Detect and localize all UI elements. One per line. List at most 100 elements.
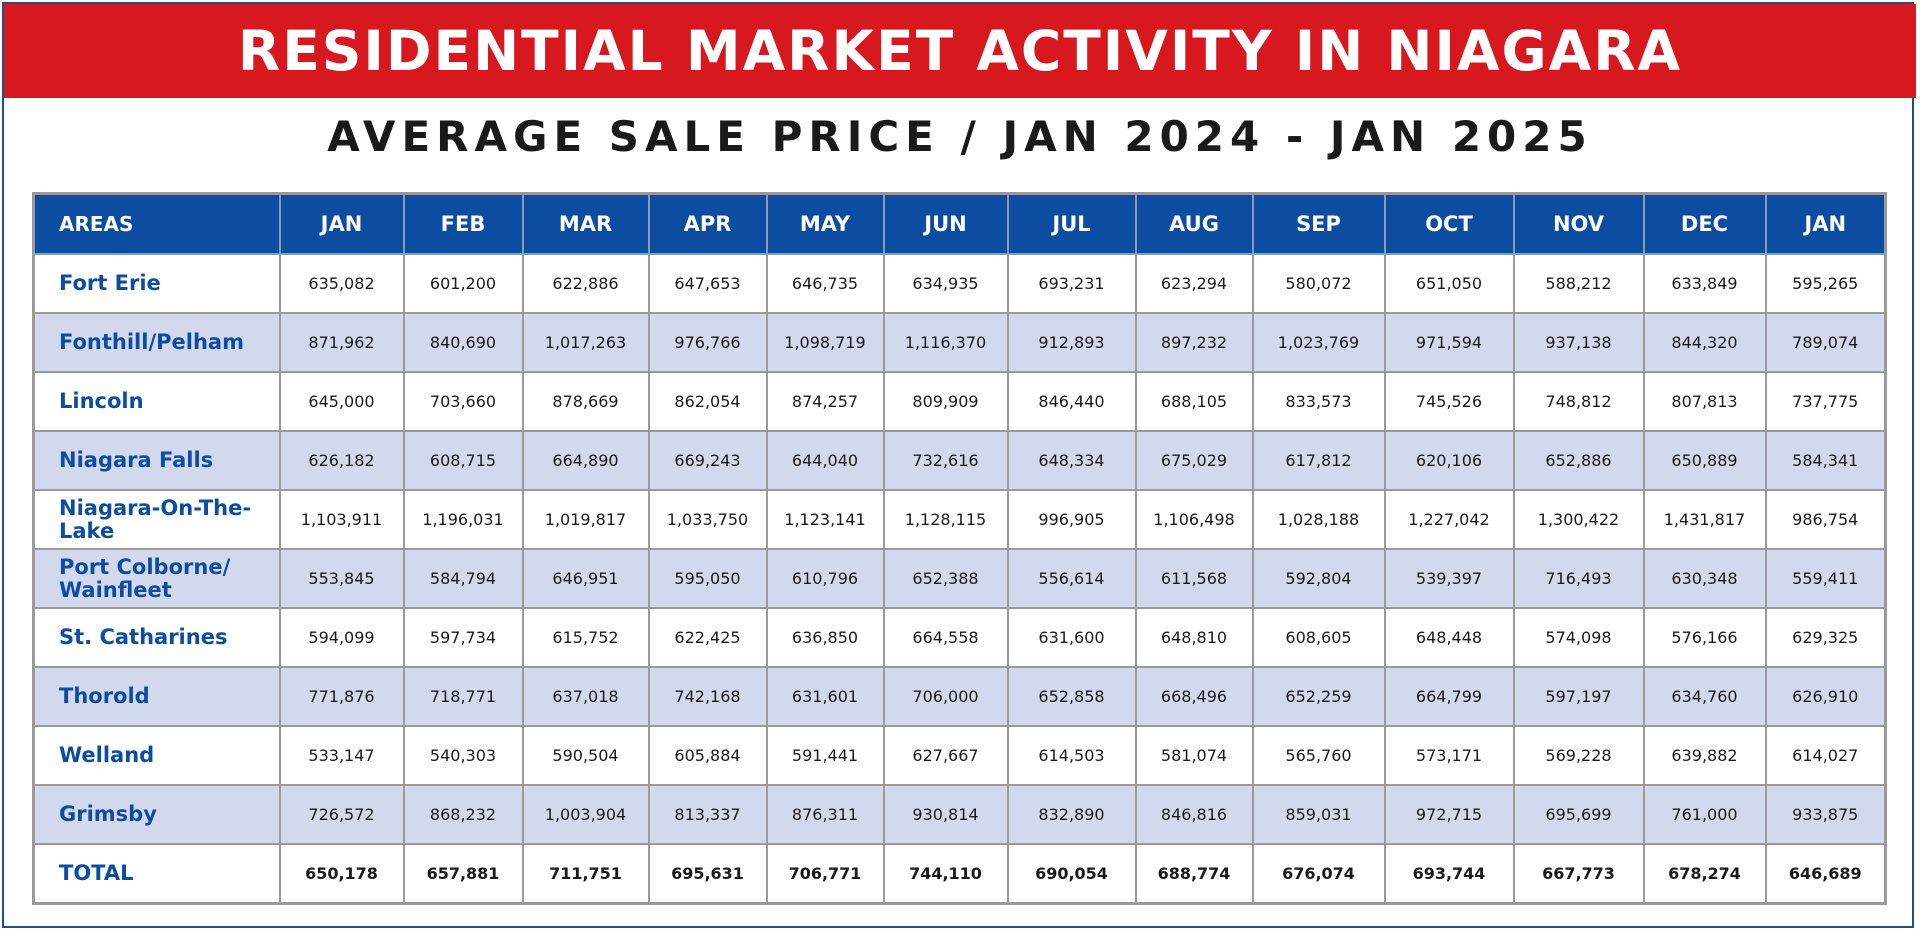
price-cell: 594,099 [278, 607, 405, 668]
price-cell: 636,850 [765, 607, 885, 668]
column-header-may-4: MAY [765, 192, 885, 255]
price-cell: 645,000 [278, 371, 405, 432]
price-cell: 748,812 [1512, 371, 1645, 432]
area-name-cell: Fonthill/Pelham [32, 312, 281, 373]
price-cell: 971,594 [1383, 312, 1515, 373]
price-cell: 584,341 [1764, 430, 1887, 491]
price-cell: 601,200 [402, 253, 524, 314]
price-cell: 726,572 [278, 784, 405, 845]
area-name-cell: Port Colborne/ Wainfleet [32, 548, 281, 609]
price-cell: 569,228 [1512, 725, 1645, 786]
price-cell: 646,735 [765, 253, 885, 314]
area-name-cell: Fort Erie [32, 253, 281, 314]
column-header-feb-1: FEB [402, 192, 524, 255]
price-cell: 574,098 [1512, 607, 1645, 668]
price-cell: 846,816 [1134, 784, 1254, 845]
price-cell: 588,212 [1512, 253, 1645, 314]
column-header-areas: AREAS [32, 192, 281, 255]
price-cell: 648,334 [1006, 430, 1137, 491]
area-name-cell: Thorold [32, 666, 281, 727]
price-cell: 706,771 [765, 843, 885, 905]
column-header-jun-5: JUN [882, 192, 1009, 255]
price-cell: 669,243 [647, 430, 768, 491]
price-cell: 668,496 [1134, 666, 1254, 727]
price-cell: 633,849 [1642, 253, 1767, 314]
price-cell: 540,303 [402, 725, 524, 786]
column-header-jan-0: JAN [278, 192, 405, 255]
price-cell: 648,810 [1134, 607, 1254, 668]
price-cell: 868,232 [402, 784, 524, 845]
table-row: Port Colborne/ Wainfleet 553,845 584,794 64… [32, 548, 1887, 609]
price-cell: 744,110 [882, 843, 1009, 905]
price-cell: 1,033,750 [647, 489, 768, 550]
price-cell: 1,300,422 [1512, 489, 1645, 550]
price-cell: 711,751 [521, 843, 650, 905]
price-cell: 789,074 [1764, 312, 1887, 373]
price-cell: 637,018 [521, 666, 650, 727]
price-cell: 1,106,498 [1134, 489, 1254, 550]
price-cell: 972,715 [1383, 784, 1515, 845]
price-cell: 844,320 [1642, 312, 1767, 373]
price-cell: 614,503 [1006, 725, 1137, 786]
price-cell: 559,411 [1764, 548, 1887, 609]
price-cell: 664,799 [1383, 666, 1515, 727]
price-cell: 840,690 [402, 312, 524, 373]
price-cell: 1,116,370 [882, 312, 1009, 373]
table-body: Fort Erie 635,082 601,200 622,886 647,653 646… [32, 253, 1887, 905]
price-cell: 676,074 [1251, 843, 1386, 905]
price-cell: 1,123,141 [765, 489, 885, 550]
price-cell: 584,794 [402, 548, 524, 609]
price-cell: 703,660 [402, 371, 524, 432]
price-cell: 695,631 [647, 843, 768, 905]
table-row: Niagara Falls 626,182 608,715 664,890 669,24… [32, 430, 1887, 491]
price-cell: 650,889 [1642, 430, 1767, 491]
price-cell: 648,448 [1383, 607, 1515, 668]
price-cell: 597,734 [402, 607, 524, 668]
price-cell: 608,715 [402, 430, 524, 491]
price-cell: 610,796 [765, 548, 885, 609]
price-cell: 652,858 [1006, 666, 1137, 727]
price-cell: 626,182 [278, 430, 405, 491]
price-cell: 976,766 [647, 312, 768, 373]
price-cell: 859,031 [1251, 784, 1386, 845]
price-cell: 634,760 [1642, 666, 1767, 727]
price-cell: 620,106 [1383, 430, 1515, 491]
table-row: Lincoln 645,000 703,660 878,669 862,054 874,2… [32, 371, 1887, 432]
table-row: Fort Erie 635,082 601,200 622,886 647,653 646… [32, 253, 1887, 314]
price-cell: 742,168 [647, 666, 768, 727]
price-cell: 912,893 [1006, 312, 1137, 373]
price-cell: 688,774 [1134, 843, 1254, 905]
price-cell: 553,845 [278, 548, 405, 609]
table-row: Niagara-On-The-Lake 1,103,911 1,196,031 1,0… [32, 489, 1887, 550]
table-subtitle: AVERAGE SALE PRICE / JAN 2024 - JAN 2025 [327, 112, 1593, 161]
area-name-cell: Grimsby [32, 784, 281, 845]
price-cell: 737,775 [1764, 371, 1887, 432]
area-name-cell: Niagara-On-The-Lake [32, 489, 281, 550]
price-cell: 716,493 [1512, 548, 1645, 609]
area-name-cell: Welland [32, 725, 281, 786]
price-cell: 631,601 [765, 666, 885, 727]
price-cell: 1,003,904 [521, 784, 650, 845]
price-cell: 675,029 [1134, 430, 1254, 491]
price-cell: 615,752 [521, 607, 650, 668]
price-cell: 986,754 [1764, 489, 1887, 550]
price-cell: 652,886 [1512, 430, 1645, 491]
price-cell: 592,804 [1251, 548, 1386, 609]
price-cell: 565,760 [1251, 725, 1386, 786]
column-header-nov-10: NOV [1512, 192, 1645, 255]
price-cell: 1,196,031 [402, 489, 524, 550]
price-cell: 576,166 [1642, 607, 1767, 668]
column-header-apr-3: APR [647, 192, 768, 255]
price-cell: 590,504 [521, 725, 650, 786]
area-name-cell: St. Catharines [32, 607, 281, 668]
price-cell: 581,074 [1134, 725, 1254, 786]
average-sale-price-table: AREAS JAN FEB MAR APR MAY JUN JUL AUG SEP OCT NOV D… [32, 192, 1887, 905]
total-row: TOTAL 650,178 657,881 711,751 695,631 706,771… [32, 843, 1887, 905]
price-cell: 688,105 [1134, 371, 1254, 432]
price-cell: 1,028,188 [1251, 489, 1386, 550]
price-cell: 652,259 [1251, 666, 1386, 727]
price-cell: 996,905 [1006, 489, 1137, 550]
price-cell: 634,935 [882, 253, 1009, 314]
table-row: St. Catharines 594,099 597,734 615,752 622,4… [32, 607, 1887, 668]
